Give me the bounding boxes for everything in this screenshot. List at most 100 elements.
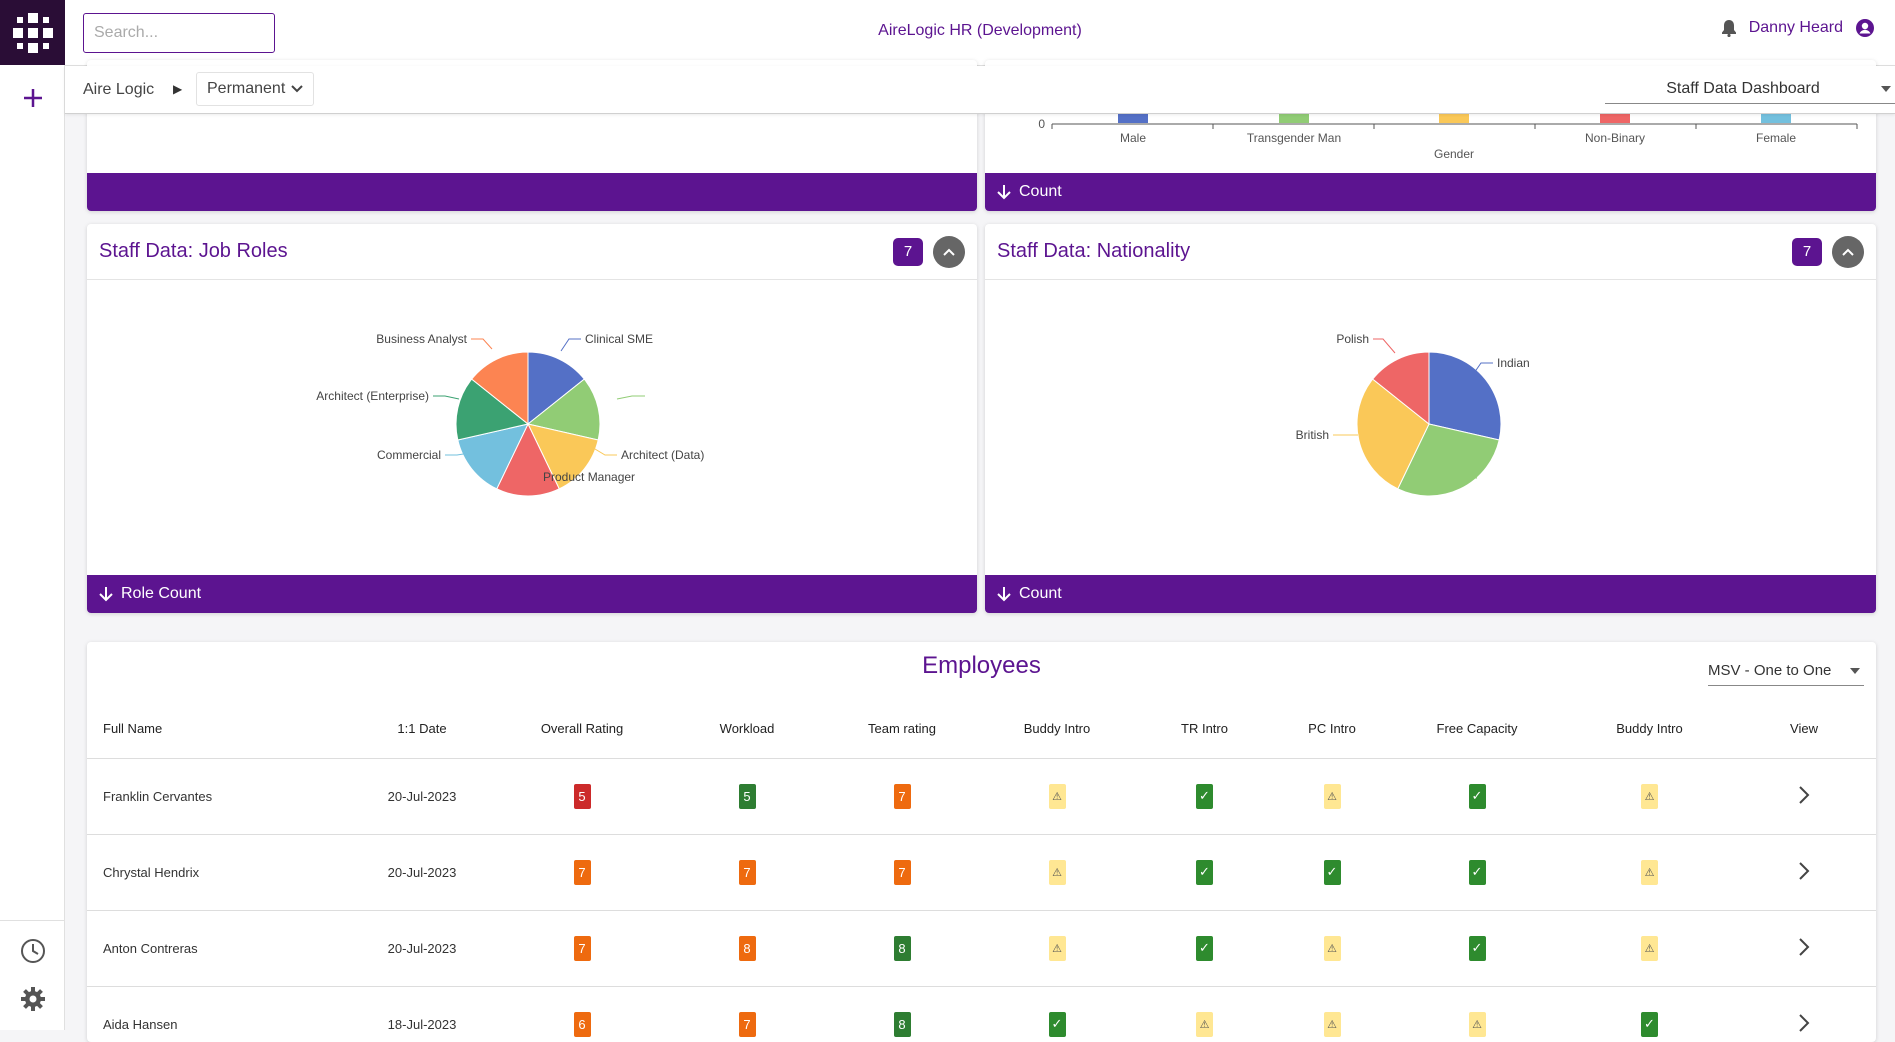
one-to-one-date: 18-Jul-2023 [352, 986, 492, 1042]
dropdown-caret-icon [1850, 667, 1860, 674]
nationality-card-footer[interactable]: Count [985, 575, 1876, 613]
table-header-row: Full Name 1:1 Date Overall Rating Worklo… [87, 700, 1876, 759]
pie-slice-business-analyst[interactable] [471, 351, 529, 426]
view-button[interactable] [1798, 1013, 1810, 1033]
search-input[interactable] [83, 13, 275, 53]
view-button[interactable] [1798, 785, 1810, 805]
gender-bar-chart: 0 Male Transgender Man Non-Binary Female… [1038, 112, 1858, 161]
warning-icon: ⚠ [1196, 1011, 1213, 1037]
check-icon: ✓ [1641, 1011, 1658, 1037]
pie-slice-polish[interactable] [1372, 351, 1430, 426]
overall-rating-badge: 7 [573, 859, 591, 885]
pc-intro-cell: ⚠ [1277, 986, 1387, 1042]
warning-icon: ⚠ [1048, 859, 1066, 885]
app-logo[interactable] [0, 0, 65, 65]
check-icon: ✓ [1323, 859, 1341, 885]
job-roles-card: Staff Data: Job Roles 7 Clinical SME Arc… [87, 224, 977, 613]
job-roles-card-title: Staff Data: Job Roles [99, 240, 288, 262]
pc-intro-cell: ⚠ [1277, 758, 1387, 835]
check-icon: ✓ [1196, 859, 1213, 885]
clock-icon [20, 939, 45, 963]
pie-slice-unlabeled-1[interactable] [526, 378, 601, 441]
check-icon: ✓ [1196, 783, 1213, 809]
settings-button[interactable] [0, 975, 65, 1023]
bar-unlabeled [1439, 112, 1469, 123]
table-row[interactable]: Aida Hansen 18-Jul-2023 6 7 8 ✓ ⚠ ⚠ ⚠ ✓ [87, 986, 1876, 1042]
job-roles-pie-chart: Clinical SME Architect (Data) Product Ma… [316, 332, 704, 497]
x-tick-male: Male [1120, 131, 1146, 145]
workload-badge: 8 [738, 935, 756, 961]
dropdown-caret-icon [1881, 85, 1891, 92]
pie-slice-commercial[interactable] [457, 423, 529, 490]
workload-cell: 7 [672, 986, 822, 1042]
check-icon: ✓ [1468, 783, 1486, 809]
overall-rating-badge: 6 [573, 1011, 591, 1037]
pie-slice-architect-data[interactable] [527, 423, 599, 490]
table-row[interactable]: Chrystal Hendrix 20-Jul-2023 7 7 7 ⚠ ✓ ✓ ✓ ⚠ [87, 834, 1876, 911]
team-rating-badge: 7 [893, 783, 911, 809]
breadcrumb-permanent-select[interactable]: Permanent [196, 72, 315, 106]
pie-label-commercial: Commercial [377, 448, 441, 462]
view-button[interactable] [1798, 861, 1810, 881]
table-row[interactable]: Franklin Cervantes 20-Jul-2023 5 5 7 ⚠ ✓ ⚠ ✓ ⚠ [87, 758, 1876, 835]
pc-intro-cell: ⚠ [1277, 910, 1387, 987]
user-avatar-icon[interactable] [1855, 18, 1875, 38]
pie-label-polish: Polish [1336, 332, 1369, 346]
overall-rating-cell: 7 [492, 834, 672, 911]
app-title: AireLogic HR (Development) [878, 22, 1082, 39]
col-workload[interactable]: Workload [672, 700, 822, 759]
employees-filter-label: MSV - One to One [1708, 662, 1832, 679]
nationality-collapse-button[interactable] [1832, 235, 1864, 268]
col-free-capacity[interactable]: Free Capacity [1387, 700, 1567, 759]
job-roles-card-footer[interactable]: Role Count [87, 575, 977, 613]
col-team-rating[interactable]: Team rating [822, 700, 982, 759]
col-buddy-intro[interactable]: Buddy Intro [982, 700, 1132, 759]
warning-icon: ⚠ [1323, 783, 1341, 809]
team-rating-cell: 8 [822, 986, 982, 1042]
history-button[interactable] [0, 927, 65, 975]
col-tr-intro[interactable]: TR Intro [1132, 700, 1277, 759]
pie-slice-british[interactable] [1356, 378, 1430, 490]
employee-name: Aida Hansen [87, 986, 352, 1042]
job-roles-count-badge: 7 [893, 237, 923, 266]
nationality-card: Staff Data: Nationality 7 Indian British… [985, 224, 1876, 613]
gender-card-footer[interactable]: Count [985, 173, 1876, 211]
view-button[interactable] [1798, 937, 1810, 957]
top-left-card-footer[interactable] [87, 173, 977, 211]
add-button[interactable] [0, 74, 65, 122]
pie-label-product-manager: Product Manager [543, 470, 635, 484]
table-row[interactable]: Anton Contreras 20-Jul-2023 7 8 8 ⚠ ✓ ⚠ ✓ ⚠ [87, 910, 1876, 987]
pie-slice-indian[interactable] [1428, 351, 1502, 441]
pie-slice-product-manager[interactable] [496, 422, 560, 497]
buddy-intro-cell: ⚠ [982, 834, 1132, 911]
dashboard-select[interactable]: Staff Data Dashboard [1605, 74, 1895, 104]
col-buddy-intro-2[interactable]: Buddy Intro [1567, 700, 1732, 759]
buddy-intro-cell: ⚠ [982, 758, 1132, 835]
free-capacity-cell: ✓ [1387, 834, 1567, 911]
team-rating-cell: 7 [822, 758, 982, 835]
col-one-to-one-date[interactable]: 1:1 Date [352, 700, 492, 759]
pie-slice-clinical-sme[interactable] [527, 351, 585, 426]
col-full-name[interactable]: Full Name [87, 700, 352, 759]
y-tick-zero: 0 [1038, 117, 1045, 131]
pie-slice-architect-enterprise[interactable] [455, 378, 530, 441]
plus-icon [23, 89, 42, 107]
chevron-down-icon [291, 85, 303, 93]
bell-icon[interactable] [1721, 19, 1737, 37]
job-roles-collapse-button[interactable] [933, 235, 965, 268]
nationality-card-header: Staff Data: Nationality 7 [985, 224, 1876, 280]
tr-intro-cell: ✓ [1132, 758, 1277, 835]
workload-badge: 5 [738, 783, 756, 809]
employees-title: Employees [922, 652, 1041, 679]
warning-icon: ⚠ [1641, 859, 1658, 885]
breadcrumb-root[interactable]: Aire Logic [83, 81, 155, 98]
employees-filter-select[interactable]: MSV - One to One [1708, 656, 1864, 686]
bar-transgender-man [1279, 112, 1309, 123]
nationality-card-title: Staff Data: Nationality [997, 240, 1191, 262]
col-overall-rating[interactable]: Overall Rating [492, 700, 672, 759]
pie-label-british: British [1296, 428, 1329, 442]
col-pc-intro[interactable]: PC Intro [1277, 700, 1387, 759]
gender-card-footer-label: Count [1019, 183, 1062, 200]
user-name[interactable]: Danny Heard [1748, 19, 1843, 36]
dashboard-select-label: Staff Data Dashboard [1666, 79, 1820, 97]
